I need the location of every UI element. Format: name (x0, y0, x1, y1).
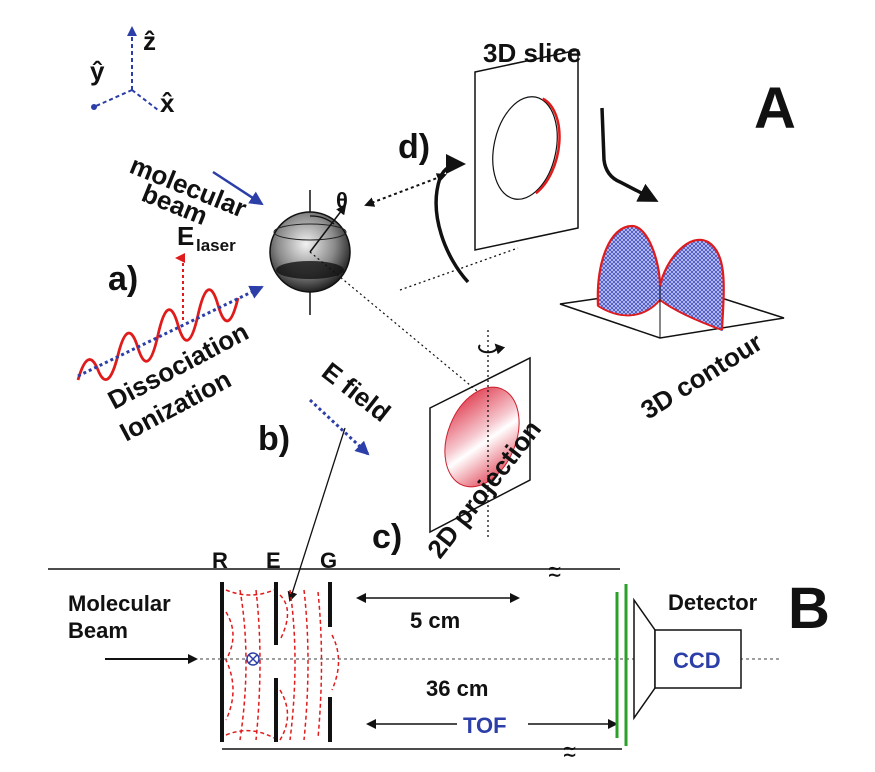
theta-label: θ (336, 188, 348, 213)
step-d-label: d) (398, 128, 430, 166)
molecular-beam-arrow (212, 170, 264, 206)
laser-beam: E laser a) Dissociation Ionization (76, 221, 264, 447)
slice-dotted-guide (399, 247, 519, 291)
distance-36cm-label: 36 cm (426, 676, 488, 701)
sphere-to-projection-dotted-line (309, 251, 501, 411)
molecular-beam-annotation: molecular beam (126, 150, 264, 231)
projection-2d: c) 2D projection (372, 330, 547, 564)
step-a-label: a) (108, 260, 138, 298)
slice-ring-highlight (535, 97, 561, 195)
break-mark-bottom: ≀≀ (560, 745, 580, 759)
sphere-slice-double-arrow (364, 173, 447, 207)
axis-triad: ẑ ŷ x̂ (90, 26, 175, 118)
electric-field-lines (225, 589, 340, 741)
reconstruction-curved-arrow (434, 154, 470, 284)
sphere-latitude-lower (276, 261, 344, 279)
step-b-label: b) (258, 420, 290, 458)
y-axis-line (95, 89, 133, 107)
apparatus-beam-label-line1: Molecular (68, 591, 171, 616)
theta-vector (309, 204, 347, 253)
electrode-e-label: E (266, 548, 281, 573)
fragment-sphere: θ (269, 173, 501, 411)
interaction-point-cross (248, 654, 258, 664)
sphere-latitude-upper (273, 223, 347, 241)
tof-label: TOF (463, 713, 507, 738)
panel-label-a: A (754, 76, 796, 141)
z-axis-arrowhead (127, 26, 137, 36)
break-mark-top: ≀≀ (545, 565, 565, 579)
apparatus-schematic: ≀≀ ≀≀ R E G Molecular Beam (48, 548, 780, 759)
contour-3d: 3D contour (559, 224, 785, 425)
panel-label-b: B (788, 576, 830, 641)
y-axis-tip (91, 104, 97, 110)
e-laser-label: E (177, 221, 194, 251)
ccd-label: CCD (673, 648, 721, 673)
z-axis-label: ẑ (143, 26, 156, 56)
slice-3d: 3D slice d) (398, 38, 659, 291)
laser-wave (76, 288, 240, 382)
distance-5cm-label: 5 cm (410, 608, 460, 633)
e-laser-subscript: laser (196, 236, 236, 255)
x-axis-line (131, 89, 159, 111)
electrode-g-label: G (320, 548, 337, 573)
laser-propagation-arrow (77, 285, 264, 378)
apparatus-beam-label-line2: Beam (68, 618, 128, 643)
theta-arc (309, 215, 335, 225)
slice-3d-label: 3D slice (483, 38, 581, 68)
step-c-label: c) (372, 518, 402, 556)
y-axis-label: ŷ (90, 56, 105, 86)
slice-ring-outline (492, 96, 558, 200)
electrode-r-label: R (212, 548, 228, 573)
detector-label: Detector (668, 590, 758, 615)
contour-3d-label: 3D contour (635, 327, 767, 425)
ccd-camera (654, 629, 742, 689)
x-axis-label: x̂ (160, 88, 175, 118)
e-field-pointer-line (287, 427, 346, 602)
e-field-arrow (308, 398, 370, 456)
projection-plane (429, 356, 531, 534)
slice-to-contour-arrow (600, 107, 659, 202)
rotation-arrow (478, 343, 506, 355)
projection-image (444, 386, 520, 488)
slice-plane (474, 49, 579, 251)
phosphor-screen (633, 597, 656, 721)
